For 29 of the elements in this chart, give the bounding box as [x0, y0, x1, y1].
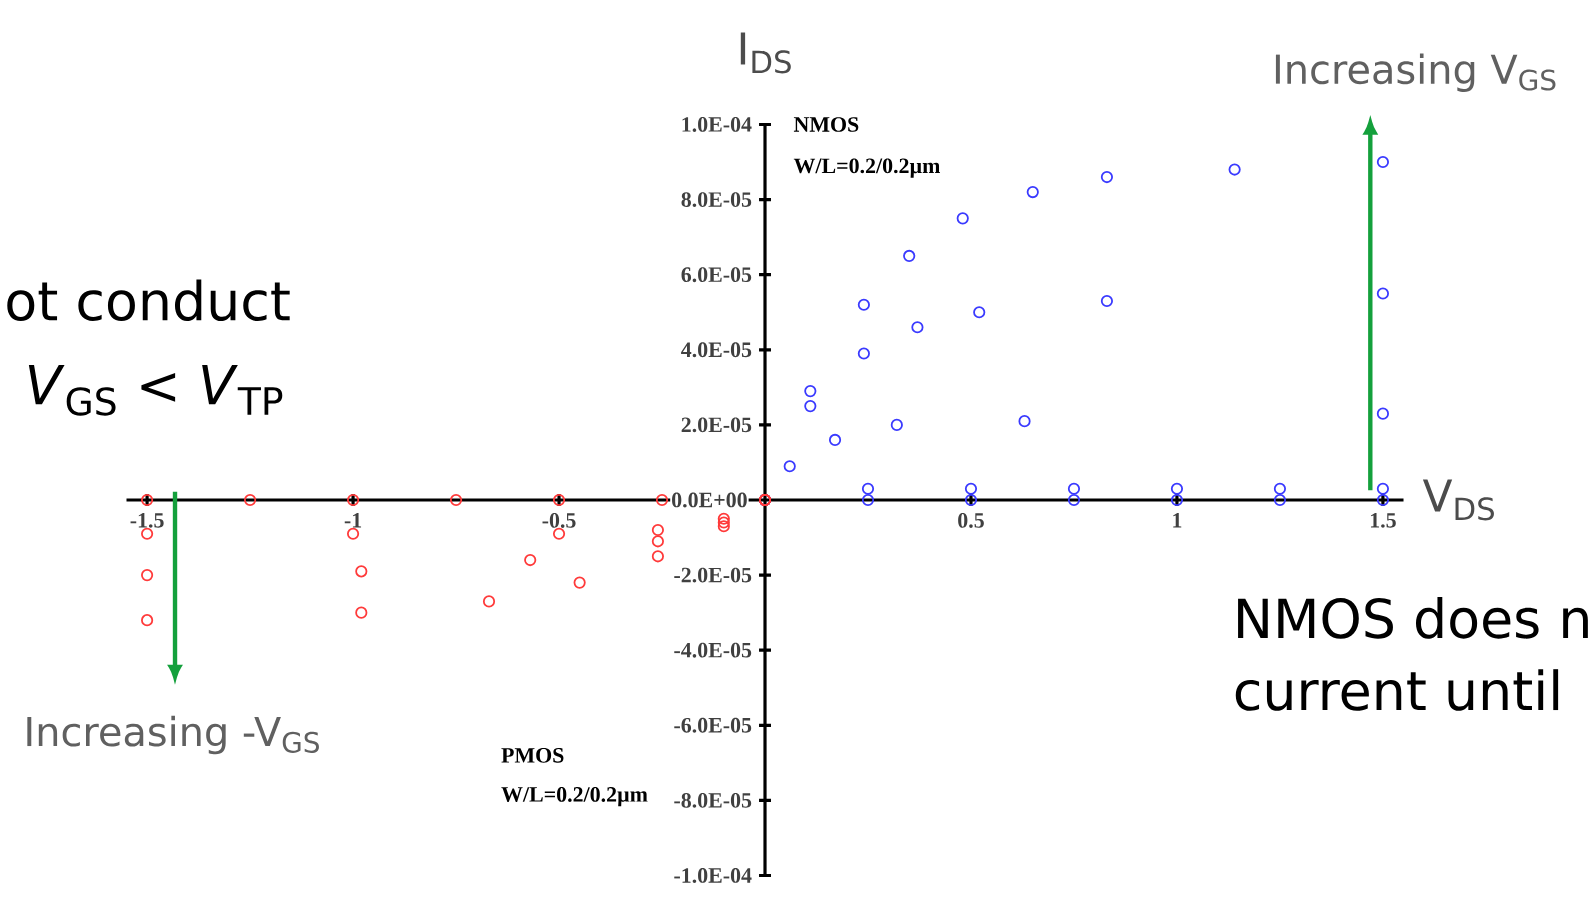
annotation: NMOS	[793, 117, 859, 132]
y-tick-label: 0.0E+00	[672, 492, 747, 508]
y-tick-label: -1.0E-04	[674, 868, 752, 883]
x-tick-label: -1	[344, 513, 362, 528]
annotation: V$_{GS}$ < V$_{TP}$	[28, 365, 283, 416]
y-tick-label: 1.0E-04	[682, 117, 752, 132]
x-tick-label: -0.5	[542, 513, 576, 528]
y-tick-label: -4.0E-05	[674, 642, 752, 658]
y-axis-title: I$_{DS}$	[740, 32, 791, 74]
annotation: PMOS	[501, 747, 564, 763]
annotation: W/L=0.2/0.2µm	[793, 158, 941, 178]
annotation: NMOS does n	[1238, 597, 1588, 639]
y-tick-label: -8.0E-05	[674, 792, 752, 808]
x-tick-label: -1.5	[130, 513, 164, 528]
x-axis-title: V$_{DS}$	[1422, 479, 1494, 521]
x-tick-label: 1.5	[1370, 513, 1396, 528]
annotation: current until	[1235, 669, 1559, 711]
y-tick-label: 2.0E-05	[681, 417, 752, 433]
y-tick-label: -6.0E-05	[674, 717, 752, 733]
annotation: ot conduct	[7, 279, 290, 322]
y-tick-label: -2.0E-05	[674, 567, 752, 583]
text: Increasing V$_{GS}$	[1275, 53, 1556, 92]
annotation: Increasing -V$_{GS}$	[27, 715, 319, 755]
y-tick-label: 6.0E-05	[681, 267, 752, 283]
y-tick-label: 4.0E-05	[681, 342, 752, 358]
y-tick-label: 8.0E-05	[681, 192, 752, 208]
x-tick-label: 1	[1173, 513, 1182, 528]
x-tick-label: 0.5	[958, 513, 984, 528]
annotation: W/L=0.2/0.2µm	[501, 787, 648, 807]
